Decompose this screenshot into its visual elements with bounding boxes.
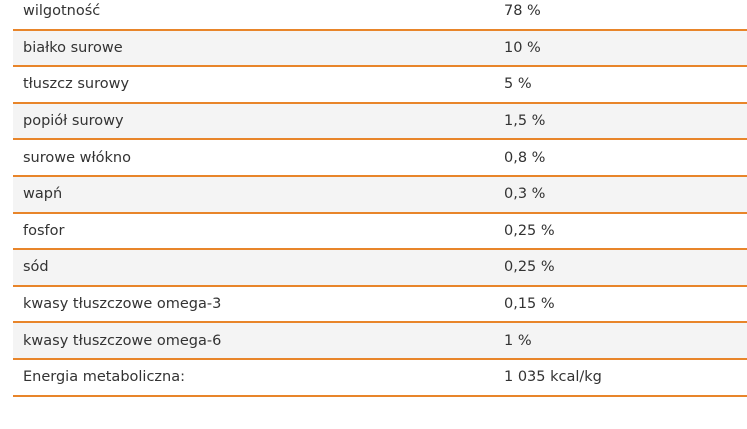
nutrient-value: 0,25 % (504, 222, 555, 239)
table-row: wapń 0,3 % (13, 176, 747, 214)
nutrient-name: Energia metaboliczna: (23, 369, 185, 386)
table-row: popiół surowy 1,5 % (13, 103, 747, 141)
nutrient-name: popiół surowy (23, 113, 124, 130)
nutrient-value: 1 % (504, 332, 532, 349)
nutrient-name: fosfor (23, 222, 65, 239)
nutrient-value: 5 % (504, 76, 532, 93)
nutrient-value: 0,8 % (504, 149, 546, 166)
table-row: sód 0,25 % (13, 250, 747, 287)
nutrient-name: tłuszcz surowy (23, 76, 130, 93)
nutrient-value: 78 % (504, 3, 541, 20)
table-row: kwasy tłuszczowe omega-3 0,15 % (13, 287, 747, 324)
nutrient-name: kwasy tłuszczowe omega-6 (23, 332, 222, 349)
nutrient-value: 0,25 % (504, 259, 555, 276)
nutrition-table: wilgotność 78 % białko surowe 10 % tłuszcz s… (13, 0, 747, 397)
table-row: wilgotność 78 % (13, 0, 747, 31)
table-row: tłuszcz surowy 5 % (13, 67, 747, 104)
nutrient-value: 1 035 kcal/kg (504, 369, 602, 386)
nutrient-name: surowe włókno (23, 149, 131, 166)
nutrient-value: 10 % (504, 39, 541, 56)
table-row: białko surowe 10 % (13, 30, 747, 68)
nutrient-name: wapń (23, 186, 63, 203)
table-row: surowe włókno 0,8 % (13, 140, 747, 177)
table-row: Energia metaboliczna: 1 035 kcal/kg (13, 360, 747, 397)
nutrient-name: białko surowe (23, 39, 123, 56)
nutrient-value: 1,5 % (504, 113, 546, 130)
nutrient-name: kwasy tłuszczowe omega-3 (23, 296, 222, 313)
table-row: kwasy tłuszczowe omega-6 1 % (13, 323, 747, 360)
nutrient-name: sód (23, 259, 49, 276)
nutrient-value: 0,15 % (504, 296, 555, 313)
table-row: fosfor 0,25 % (13, 214, 747, 251)
nutrient-value: 0,3 % (504, 186, 546, 203)
nutrient-name: wilgotność (23, 3, 101, 20)
